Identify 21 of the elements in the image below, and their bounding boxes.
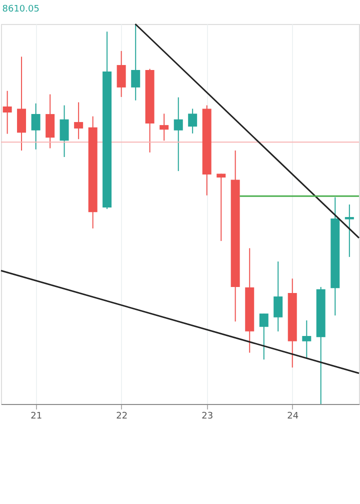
candlestick bbox=[60, 104, 69, 158]
candlestick bbox=[116, 50, 126, 98]
candlestick bbox=[31, 102, 40, 150]
x-tick-label: 23 bbox=[202, 412, 214, 422]
candlestick bbox=[160, 113, 169, 142]
text: 8610.05 bbox=[2, 4, 40, 14]
candlestick bbox=[17, 56, 26, 152]
candlestick bbox=[302, 320, 312, 359]
candlestick bbox=[188, 108, 198, 134]
candlestick bbox=[46, 94, 55, 149]
x-tick-label: 22 bbox=[116, 412, 128, 422]
candlestick bbox=[259, 313, 268, 360]
candlestick bbox=[74, 102, 84, 140]
candlestick bbox=[216, 173, 226, 242]
candlestick bbox=[131, 24, 140, 101]
candlestick bbox=[274, 261, 283, 332]
x-tick-label: 24 bbox=[287, 412, 299, 422]
candlestick bbox=[174, 96, 183, 172]
candlestick bbox=[2, 90, 12, 134]
x-tick-label: 21 bbox=[30, 412, 42, 422]
candlestick bbox=[344, 204, 354, 258]
